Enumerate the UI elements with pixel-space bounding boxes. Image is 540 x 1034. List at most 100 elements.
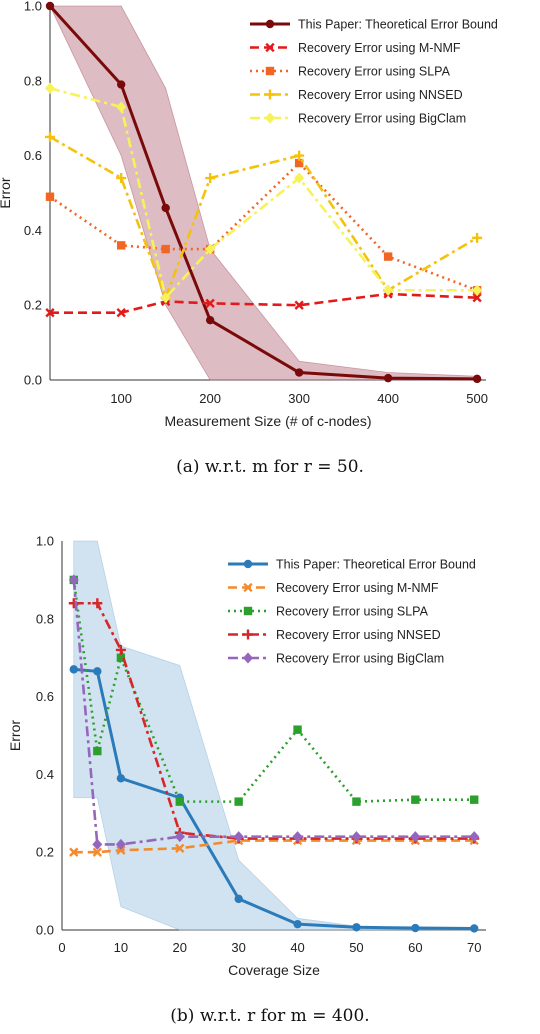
chart-a-y-axis-title: Error bbox=[0, 177, 13, 208]
chart-a-data-point bbox=[160, 292, 171, 304]
chart-a-error-band bbox=[49, 5, 478, 381]
chart-a-series-5 bbox=[45, 82, 483, 304]
chart-b-legend-marker bbox=[243, 559, 253, 569]
chart-b-legend-marker bbox=[243, 629, 253, 640]
chart-a-series-line bbox=[49, 161, 478, 292]
chart-a-data-point bbox=[294, 300, 304, 310]
chart-b-series-5 bbox=[68, 574, 480, 850]
chart-a-data-point bbox=[205, 298, 215, 308]
chart-a-y-tick-label: 0.6 bbox=[24, 148, 42, 163]
chart-a-legend-label: This Paper: Theoretical Error Bound bbox=[298, 18, 498, 32]
chart-b-legend-label: Recovery Error using NNSED bbox=[276, 628, 441, 642]
chart-b-x-tick-label: 0 bbox=[58, 940, 65, 955]
chart-b-data-point bbox=[470, 924, 479, 933]
chart-b-data-point bbox=[470, 795, 479, 804]
chart-a-data-point bbox=[116, 173, 127, 184]
chart-b-data-point bbox=[411, 923, 420, 933]
chart-a-data-point bbox=[383, 252, 393, 261]
chart-a-data-point bbox=[205, 243, 216, 255]
chart-a-data-point bbox=[45, 131, 55, 142]
chart-b-y-tick-label: 0.4 bbox=[36, 767, 54, 782]
chart-b-data-point bbox=[92, 847, 102, 857]
chart-a-legend-marker bbox=[265, 42, 275, 53]
chart-a-y-tick-label: 0.4 bbox=[24, 223, 42, 238]
chart-a-x-axis-title: Measurement Size (# of c-nodes) bbox=[165, 413, 372, 429]
chart-b-x-tick-label: 20 bbox=[173, 940, 187, 955]
chart-a-series-1 bbox=[45, 1, 482, 384]
chart-a-x-tick-label: 200 bbox=[199, 391, 221, 406]
chart-b-y-tick-label: 0.0 bbox=[36, 923, 54, 938]
chart-b-data-point bbox=[352, 797, 361, 806]
chart-b-series-line bbox=[72, 579, 475, 803]
chart-a-x-tick-label: 100 bbox=[110, 391, 132, 406]
chart-a-data-point bbox=[383, 373, 393, 383]
chart-b: 0 10 20 30 40 50 60 70 0.0 0.2 0.4 0.6 0.8 1.0 Coverag… bbox=[7, 534, 486, 1026]
chart-a-legend-marker bbox=[265, 66, 275, 76]
chart-b-x-tick-label: 10 bbox=[114, 940, 128, 955]
chart-a-y-tick-label: 0.8 bbox=[24, 73, 42, 88]
chart-b-legend: This Paper: Theoretical Error Bound Recov… bbox=[228, 558, 476, 666]
chart-b-x-axis-title: Coverage Size bbox=[228, 962, 320, 978]
chart-a-series-2 bbox=[45, 289, 482, 318]
chart-a-legend: This Paper: Theoretical Error Bound Recov… bbox=[250, 18, 498, 126]
chart-b-data-point bbox=[93, 746, 102, 756]
chart-b-data-point bbox=[292, 831, 303, 843]
chart-b-x-tick-label: 30 bbox=[231, 940, 245, 955]
chart-b-y-tick-label: 0.6 bbox=[36, 689, 54, 704]
chart-a-y-tick-label: 0.0 bbox=[24, 373, 42, 388]
chart-a-data-point bbox=[161, 244, 170, 254]
chart-b-data-point bbox=[469, 831, 480, 843]
chart-b-data-point bbox=[293, 725, 302, 734]
chart-a-data-point bbox=[472, 374, 482, 384]
chart-a-caption: (a) w.r.t. m for r = 50. bbox=[176, 457, 364, 477]
chart-b-data-point bbox=[92, 838, 103, 850]
chart-b-y-tick-label: 1.0 bbox=[36, 534, 54, 549]
chart-b-data-point bbox=[116, 845, 126, 855]
chart-a-data-point bbox=[294, 158, 304, 168]
chart-b-y-tick-label: 0.8 bbox=[36, 611, 54, 626]
chart-a-data-point bbox=[383, 284, 394, 296]
chart-b-legend-label: This Paper: Theoretical Error Bound bbox=[276, 558, 476, 572]
chart-a-data-point bbox=[45, 308, 55, 318]
chart-b-data-point bbox=[116, 774, 126, 783]
chart-b-data-point bbox=[69, 665, 78, 674]
chart-b-data-point bbox=[293, 919, 302, 929]
chart-a-data-point bbox=[472, 293, 482, 303]
chart-b-legend-marker bbox=[243, 652, 253, 664]
chart-b-x-tick-label: 60 bbox=[408, 940, 422, 955]
chart-b-data-point bbox=[410, 831, 421, 843]
chart-a-legend-label: Recovery Error using NNSED bbox=[298, 88, 463, 102]
chart-b-caption: (b) w.r.t. r for m = 400. bbox=[170, 1006, 369, 1026]
chart-b-data-point bbox=[175, 843, 185, 853]
chart-a-data-point bbox=[205, 173, 216, 184]
chart-b-data-point bbox=[175, 797, 184, 806]
chart-b-data-point bbox=[174, 831, 185, 843]
chart-a-data-point bbox=[116, 101, 127, 113]
chart-a-data-point bbox=[116, 241, 126, 250]
chart-b-data-point bbox=[411, 795, 420, 804]
chart-b-series-line bbox=[73, 601, 475, 840]
chart-a-y-tick-label: 1.0 bbox=[24, 0, 42, 14]
chart-a-legend-label: Recovery Error using M-NMF bbox=[298, 41, 461, 55]
chart-b-data-point bbox=[93, 667, 102, 676]
chart-b-data-point bbox=[115, 644, 126, 655]
chart-b-data-point bbox=[92, 598, 103, 609]
chart-b-data-point bbox=[115, 838, 126, 850]
chart-a-x-tick-label: 300 bbox=[288, 391, 310, 406]
chart-b-y-axis-title: Error bbox=[7, 720, 23, 751]
chart-b-error-band bbox=[73, 540, 475, 931]
chart-a-x-tick-label: 400 bbox=[377, 391, 399, 406]
chart-b-legend-marker bbox=[243, 582, 253, 593]
chart-a-series-4 bbox=[45, 131, 483, 303]
chart-b-data-point bbox=[69, 847, 79, 857]
chart-a-series-line bbox=[49, 135, 478, 300]
chart-a-legend-marker bbox=[265, 89, 275, 100]
chart-b-legend-label: Recovery Error using SLPA bbox=[276, 605, 429, 619]
chart-b-data-point bbox=[116, 653, 126, 662]
chart-a-data-point bbox=[472, 232, 483, 243]
chart-a-data-point bbox=[116, 308, 126, 318]
chart-b-data-point bbox=[68, 574, 79, 586]
chart-a-data-point bbox=[294, 368, 304, 377]
chart-a-data-point bbox=[205, 315, 215, 325]
